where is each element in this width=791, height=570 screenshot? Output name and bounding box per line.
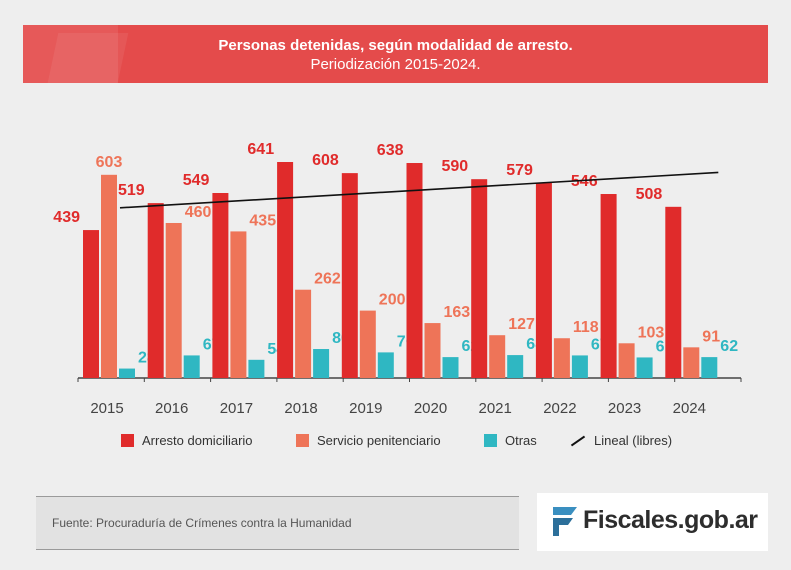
fiscales-flag-icon	[553, 507, 577, 536]
data-label: 546	[571, 173, 598, 190]
bar-otras	[119, 368, 135, 378]
bar-arresto	[535, 182, 552, 378]
data-label: 435	[249, 212, 276, 229]
bar-servicio	[489, 335, 506, 378]
source-text: Fuente: Procuraduría de Crímenes contra …	[52, 516, 352, 530]
trendline	[119, 171, 719, 209]
logo: Fiscales.gob.ar	[537, 493, 768, 551]
legend-item-otras: Otras	[484, 433, 537, 448]
bar-servicio	[424, 323, 441, 378]
x-tick-label: 2024	[673, 400, 706, 417]
bar-otras	[507, 355, 524, 378]
bar-servicio	[295, 289, 312, 378]
data-label: 590	[441, 158, 468, 175]
data-label: 519	[118, 182, 145, 199]
bar-otras	[183, 355, 200, 378]
bar-otras	[313, 349, 330, 378]
x-tick-label: 2016	[155, 400, 188, 417]
x-tick-label: 2021	[479, 400, 512, 417]
data-label: 439	[53, 209, 80, 226]
bar-arresto	[600, 194, 617, 378]
bar-servicio	[683, 347, 700, 378]
bar-servicio	[230, 231, 247, 378]
bar-otras	[442, 357, 459, 378]
data-label: 549	[183, 172, 210, 189]
x-tick-label: 2023	[608, 400, 641, 417]
legend-item-arresto: Arresto domiciliario	[121, 433, 253, 448]
data-label: 163	[444, 304, 471, 321]
bar-arresto	[406, 163, 423, 378]
chart-title: Personas detenidas, según modalidad de a…	[218, 37, 573, 54]
legend-label: Arresto domiciliario	[142, 433, 253, 448]
legend-item-servicio: Servicio penitenciario	[296, 433, 441, 448]
legend-label: Otras	[505, 433, 537, 448]
data-label: 608	[312, 152, 339, 169]
logo-text: Fiscales.gob.ar	[583, 506, 758, 534]
data-label: 262	[314, 271, 341, 288]
trendline-icon	[570, 435, 586, 446]
legend-swatch	[121, 434, 134, 447]
bar-otras	[248, 359, 265, 378]
x-tick-label: 2017	[220, 400, 253, 417]
bar-arresto	[212, 193, 229, 378]
bar-chart: 4396032820155194606720165494355420176412…	[53, 141, 742, 417]
bar-servicio	[618, 343, 635, 378]
data-label: 103	[638, 324, 665, 341]
legend: Arresto domiciliario Servicio penitencia…	[0, 433, 791, 453]
legend-swatch	[484, 434, 497, 447]
legend-label: Servicio penitenciario	[317, 433, 441, 448]
bar-otras	[571, 355, 588, 378]
bar-otras	[701, 357, 718, 378]
data-label: 638	[377, 142, 404, 159]
chart-subtitle: Periodización 2015-2024.	[310, 56, 481, 73]
bar-otras	[636, 357, 653, 378]
bar-servicio	[101, 174, 117, 378]
x-tick-label: 2019	[349, 400, 382, 417]
data-label: 579	[506, 162, 533, 179]
data-label: 460	[185, 204, 212, 221]
legend-swatch	[296, 434, 309, 447]
data-label: 508	[636, 186, 663, 203]
data-label: 603	[96, 154, 123, 171]
data-label: 62	[720, 338, 738, 355]
source-box: Fuente: Procuraduría de Crímenes contra …	[36, 496, 519, 550]
bar-servicio	[165, 222, 182, 378]
banner-decoration	[23, 25, 118, 83]
data-label: 127	[508, 316, 535, 333]
bar-arresto	[277, 162, 294, 378]
bar-arresto	[665, 206, 682, 378]
bar-arresto	[147, 203, 164, 378]
legend-label: Lineal (libres)	[594, 433, 673, 448]
data-label: 91	[702, 328, 720, 345]
bar-arresto	[83, 230, 99, 378]
bar-arresto	[471, 179, 488, 378]
data-label: 641	[247, 141, 274, 158]
title-banner: Personas detenidas, según modalidad de a…	[23, 25, 768, 83]
x-tick-label: 2018	[284, 400, 317, 417]
data-label: 200	[379, 292, 406, 309]
bar-servicio	[359, 310, 376, 378]
bar-arresto	[341, 173, 358, 378]
legend-item-lineal: Lineal (libres)	[570, 433, 672, 448]
data-label: 118	[573, 319, 599, 336]
x-tick-label: 2022	[543, 400, 576, 417]
x-tick-label: 2020	[414, 400, 447, 417]
bar-otras	[377, 352, 394, 378]
x-tick-label: 2015	[90, 400, 123, 417]
bar-servicio	[553, 338, 570, 378]
